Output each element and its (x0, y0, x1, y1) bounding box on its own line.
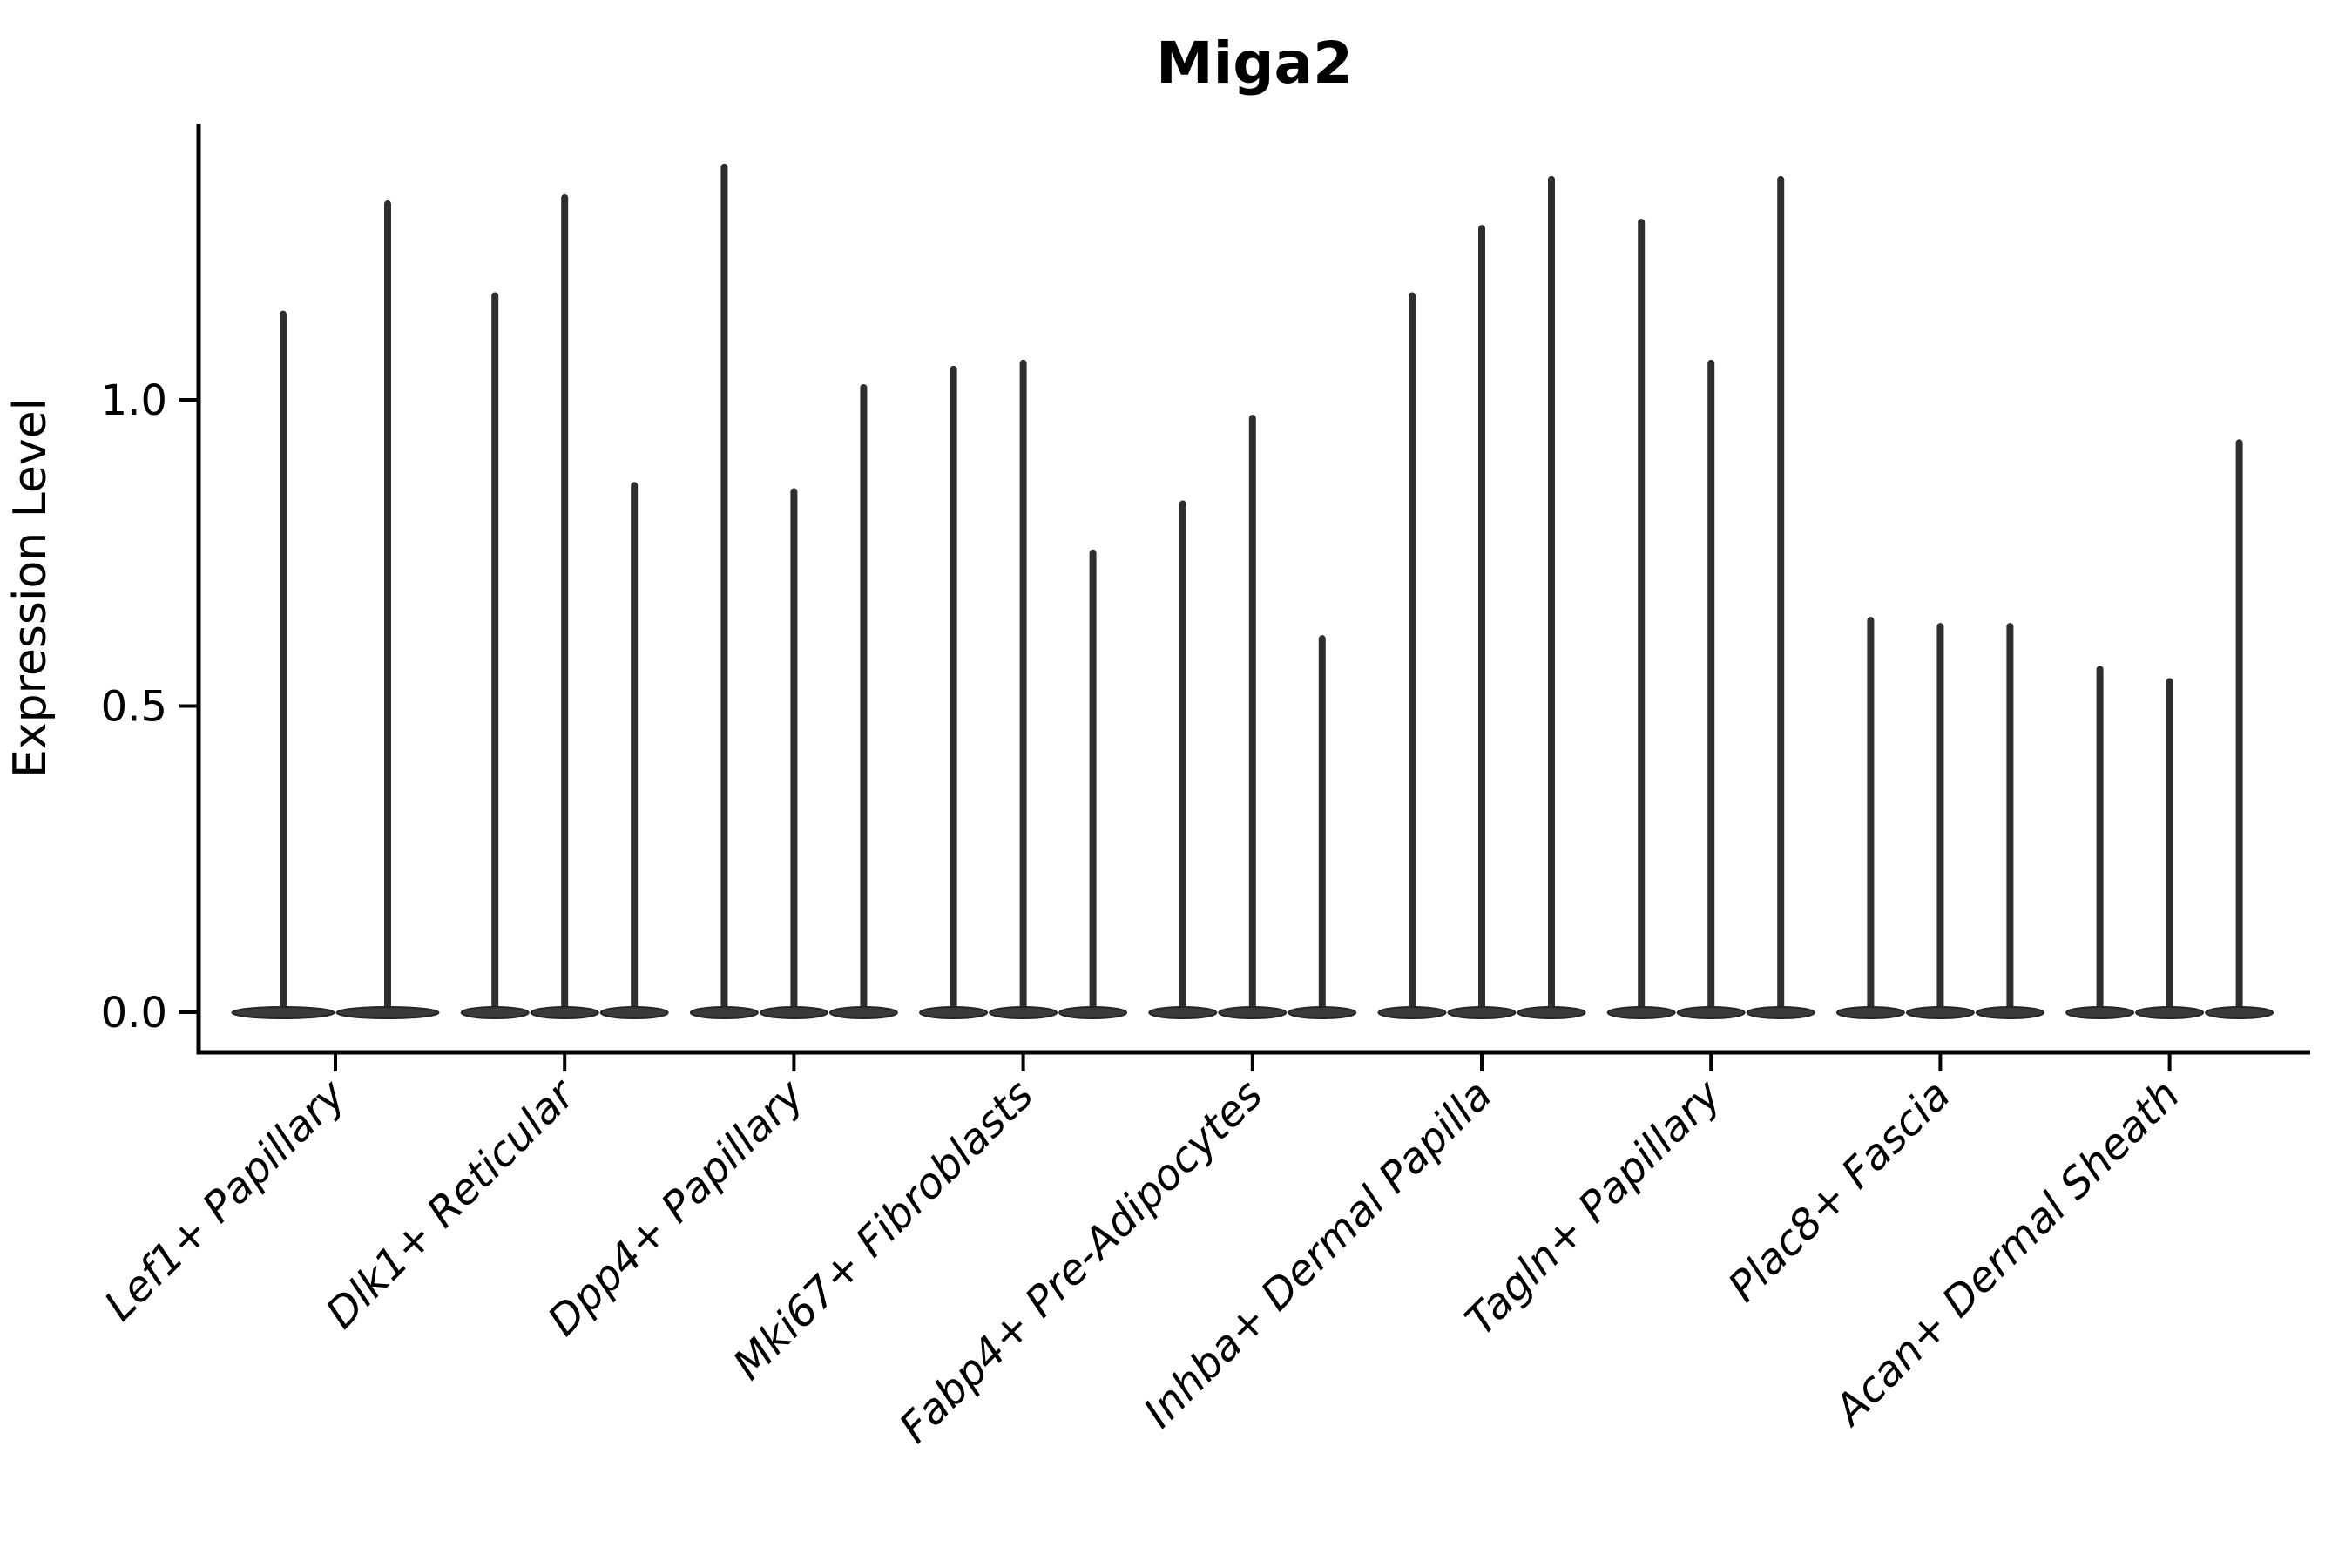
violin-base (828, 1006, 898, 1019)
violin-base (335, 1006, 440, 1019)
violin-base (1905, 1006, 1975, 1019)
violin-base (1746, 1006, 1815, 1019)
violin-base (2205, 1006, 2274, 1019)
violin-base (919, 1006, 989, 1019)
violin-base (2065, 1006, 2135, 1019)
violin-group (689, 163, 898, 1019)
violin-base (1975, 1006, 2044, 1019)
violin-base (1676, 1006, 1746, 1019)
x-tick-label: Dlk1+ Reticular (316, 1069, 586, 1339)
violin-base (1148, 1006, 1218, 1019)
violin-base (231, 1006, 335, 1019)
violin-group (1148, 415, 1357, 1019)
violin-group (231, 200, 440, 1019)
y-axis-label: Expression Level (4, 398, 57, 778)
violin-group (1606, 175, 1815, 1019)
violin-group (1377, 175, 1586, 1019)
violin-base (2135, 1006, 2205, 1019)
violin-base (1835, 1006, 1905, 1019)
y-tick-label: 0.0 (101, 989, 167, 1037)
violin-group (1835, 617, 2044, 1019)
x-tick-label: Tagln+ Papillary (1456, 1070, 1731, 1345)
violin-base (689, 1006, 759, 1019)
violin-base (1447, 1006, 1517, 1019)
violin-base (1517, 1006, 1586, 1019)
violin-base (1058, 1006, 1128, 1019)
violin-group (460, 194, 669, 1019)
y-tick-label: 1.0 (101, 376, 167, 425)
x-tick-label: Plac8+ Fascia (1719, 1071, 1960, 1312)
violin-base (1606, 1006, 1676, 1019)
violin-base (759, 1006, 828, 1019)
violin-base (599, 1006, 669, 1019)
violin-group (919, 359, 1128, 1019)
violin-base (530, 1006, 599, 1019)
violins-layer (231, 163, 2274, 1019)
x-tick-label: Lef1+ Papillary (95, 1070, 355, 1330)
violin-group (2065, 439, 2274, 1019)
x-tick-label: Dpp4+ Papillary (538, 1070, 814, 1345)
y-tick-label: 0.5 (101, 683, 167, 732)
x-tick-label: Fabp4+ Pre-Adipocytes (890, 1071, 1273, 1453)
violin-base (460, 1006, 530, 1019)
violin-base (1377, 1006, 1447, 1019)
violin-base (989, 1006, 1058, 1019)
violin-base (1288, 1006, 1357, 1019)
violin-base (1218, 1006, 1288, 1019)
chart-title: Miga2 (1156, 30, 1353, 97)
